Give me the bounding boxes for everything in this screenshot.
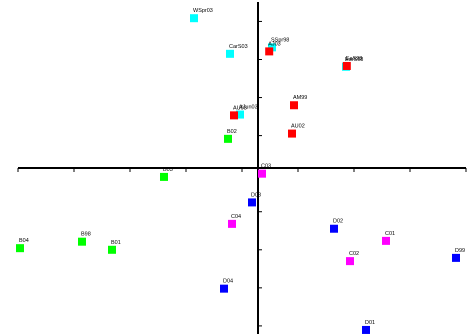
point-d03 [248,198,256,207]
point-c03 [258,169,266,178]
label-aj03: AJ03 [268,41,281,47]
point-c01 [382,236,390,245]
label-b02: B02 [227,129,237,135]
label-b98: B98 [81,232,91,238]
axes [17,2,467,334]
label-b01: B01 [111,240,121,246]
label-d02: D02 [333,219,343,225]
point-b98 [78,237,86,246]
label-c01: C01 [385,231,395,237]
label-c02: C02 [349,251,359,257]
label-eas98: EaS98 [346,56,363,62]
label-sspr98: SSpr98 [271,37,289,43]
label-d99: D99 [455,248,465,254]
point-au02 [288,129,296,138]
point-b03 [160,172,168,181]
point-sspr98 [268,43,276,52]
label-c03: C03 [261,164,271,170]
label-c04: C04 [231,214,241,220]
label-b03: B03 [163,167,173,173]
label-d03: D03 [251,192,261,198]
point-labels: WSpr03 CarS03 SSpr98 EarS98 AJun03 AJ03 EaS98 A… [19,8,465,326]
label-cars03: CarS03 [229,44,248,50]
point-d04 [220,284,228,293]
point-b02 [224,134,232,143]
point-c04 [228,219,236,228]
label-wspr03: WSpr03 [193,8,213,14]
label-au03: AU03 [233,105,247,111]
point-au03 [230,111,238,120]
point-aj03 [265,47,274,56]
point-eas98 [342,61,351,70]
point-b04 [16,244,24,253]
label-d04: D04 [223,279,233,285]
point-wspr03 [190,14,198,23]
point-c02 [346,257,354,266]
point-d02 [330,224,338,233]
point-am99 [290,101,298,110]
label-d01: D01 [365,320,375,326]
label-am99: AM99 [293,95,307,101]
point-d99 [452,253,460,262]
point-ajun03 [236,110,244,119]
data-points [16,14,460,334]
label-au02: AU02 [291,124,305,130]
label-ajun03: AJun03 [239,105,258,111]
point-cars03 [226,49,234,58]
label-ears98: EarS98 [345,57,363,63]
point-b01 [108,245,116,254]
point-d01 [362,325,370,334]
label-b04: B04 [19,238,29,244]
